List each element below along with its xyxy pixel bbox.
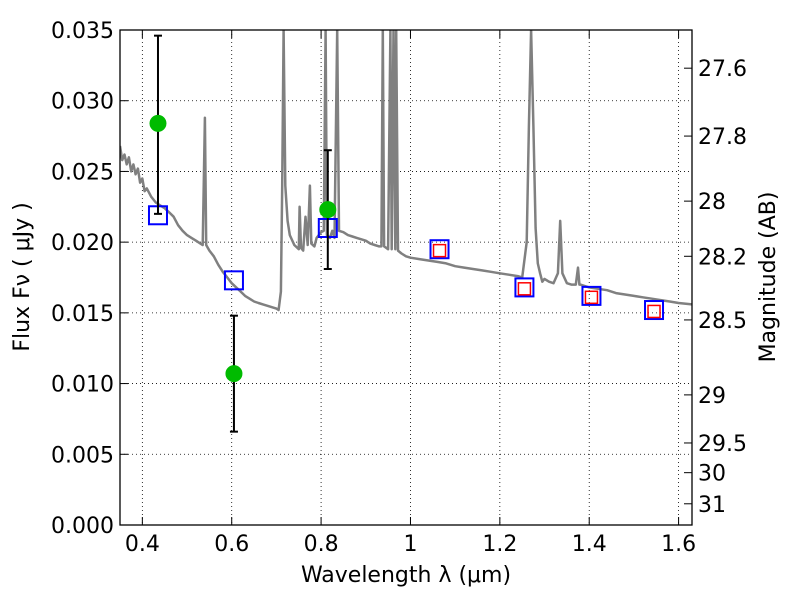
model-photometry-square [429, 239, 450, 260]
plot-frame [119, 29, 693, 526]
y-tick-label: 0.035 [51, 19, 114, 44]
observed-photometry-square [584, 290, 599, 305]
right-axis-label: Magnitude (AB) [756, 192, 781, 363]
observed-photometry-square [647, 304, 661, 319]
x-tick-label: 1.4 [572, 532, 607, 557]
right-tick-label: 28 [698, 190, 726, 215]
errorbar-layer [147, 34, 665, 433]
y-tick-label: 0.025 [51, 160, 114, 185]
model-spectrum-line [120, 30, 692, 312]
y-tick-label: 0.030 [51, 90, 114, 115]
x-tick-label: 1 [403, 532, 417, 557]
observed-photometry-square [517, 282, 532, 296]
y-tick-label: 0.005 [51, 443, 114, 468]
x-tick-label: 0.6 [214, 532, 249, 557]
observed-photometry-point [225, 365, 243, 383]
right-tick-label: 28.2 [698, 245, 747, 270]
right-tick-label: 29.5 [698, 432, 747, 457]
y-axis-label: Flux Fν ( μJy ) [10, 202, 35, 351]
right-tick-label: 27.6 [698, 57, 747, 82]
observed-photometry-square [432, 243, 447, 258]
right-tick-label: 31 [698, 493, 726, 518]
right-tick-label: 28.5 [698, 309, 747, 334]
right-tick-label: 29 [698, 384, 726, 409]
y-tick-label: 0.015 [51, 302, 114, 327]
x-axis-label: Wavelength λ (μm) [301, 563, 511, 588]
model-photometry-square [581, 285, 602, 306]
right-tick-label: 30 [698, 462, 726, 487]
model-photometry-square [223, 270, 244, 291]
series-layer [120, 30, 692, 312]
right-tick-label: 27.8 [698, 125, 747, 150]
observed-photometry-point [149, 114, 167, 132]
y-tick-label: 0.000 [51, 514, 114, 539]
x-tick-label: 0.8 [304, 532, 339, 557]
x-tick-label: 1.6 [661, 532, 696, 557]
x-tick-label: 1.2 [482, 532, 517, 557]
observed-photometry-point [319, 201, 337, 219]
model-photometry-square [514, 277, 535, 298]
plot-background [120, 30, 692, 525]
model-photometry-square [644, 300, 665, 321]
axes-layer: 0.4 0.6 0.8 1 1.2 1.4 1.6 0.000 0.005 0.010 0.015 0… [51, 19, 747, 557]
y-tick-label: 0.020 [51, 231, 114, 256]
y-tick-label: 0.010 [51, 373, 114, 398]
x-tick-label: 0.4 [125, 532, 160, 557]
